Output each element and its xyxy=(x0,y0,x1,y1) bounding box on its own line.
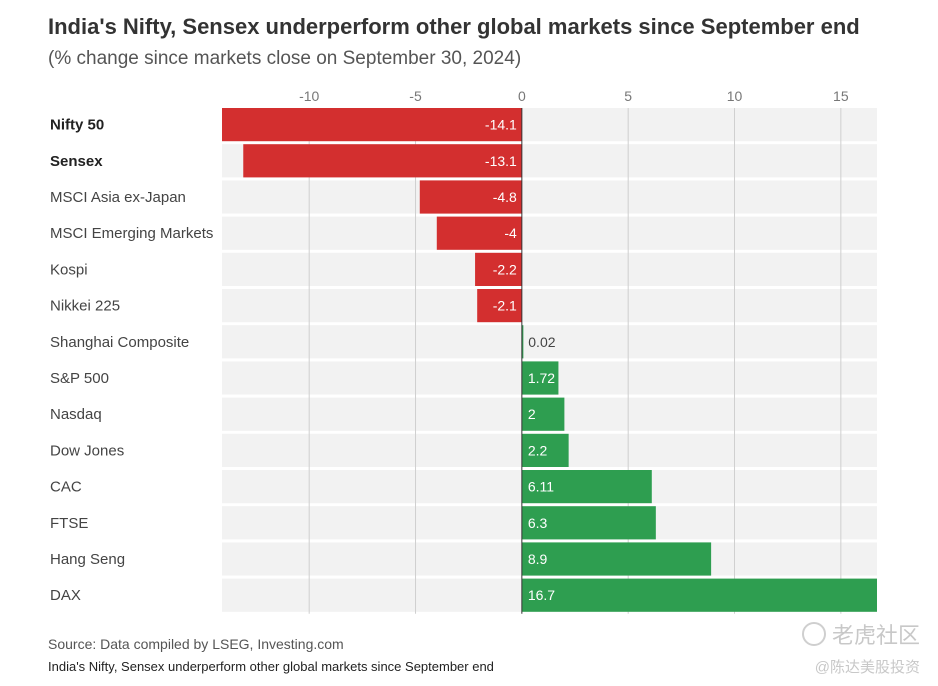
category-label: Hang Seng xyxy=(50,551,125,568)
category-label: Dow Jones xyxy=(50,442,124,459)
x-tick-label: 10 xyxy=(727,88,743,104)
watermark: 老虎社区 xyxy=(801,618,920,650)
watermark-handle: @陈达美股投资 xyxy=(814,659,920,676)
category-label: Sensex xyxy=(50,153,103,170)
value-label: 2.2 xyxy=(528,442,548,458)
x-tick-label: 5 xyxy=(624,88,632,104)
row-background xyxy=(222,180,877,214)
bar xyxy=(521,542,712,576)
category-label: CAC xyxy=(50,479,82,496)
bar xyxy=(521,397,565,431)
category-label: Nasdaq xyxy=(50,406,102,423)
value-label: 8.9 xyxy=(528,551,548,567)
category-label: MSCI Asia ex-Japan xyxy=(50,189,186,206)
category-label: Nifty 50 xyxy=(50,117,104,134)
category-label: Nikkei 225 xyxy=(50,298,120,315)
category-label: Shanghai Composite xyxy=(50,334,189,351)
source-note: Source: Data compiled by LSEG, Investing… xyxy=(48,636,344,652)
watermark-text: 老虎社区 xyxy=(831,623,920,648)
value-label: 6.3 xyxy=(528,515,548,531)
value-label: -13.1 xyxy=(485,153,517,169)
category-label: FTSE xyxy=(50,515,88,532)
value-label: 2 xyxy=(528,406,536,422)
value-label: -2.1 xyxy=(493,298,517,314)
category-label: Kospi xyxy=(50,261,88,278)
bar xyxy=(222,108,522,142)
bar xyxy=(475,252,522,286)
bar xyxy=(419,180,522,214)
tiger-logo-icon xyxy=(801,622,826,646)
value-label: -14.1 xyxy=(485,117,517,133)
value-label: 1.72 xyxy=(528,370,555,386)
bar xyxy=(521,470,652,504)
category-label: DAX xyxy=(50,587,81,604)
bar xyxy=(477,289,522,323)
value-label: -4 xyxy=(504,225,517,241)
category-label: MSCI Emerging Markets xyxy=(50,225,213,242)
value-label: -2.2 xyxy=(493,261,517,277)
chart-subtitle: (% change since markets close on Septemb… xyxy=(48,48,522,69)
chart-title: India's Nifty, Sensex underperform other… xyxy=(48,14,860,39)
bar xyxy=(521,361,559,395)
row-background xyxy=(222,252,877,286)
value-label: 16.7 xyxy=(528,587,555,603)
bar xyxy=(521,325,524,359)
bar xyxy=(436,216,522,250)
category-label: S&P 500 xyxy=(50,370,109,387)
footer-caption: India's Nifty, Sensex underperform other… xyxy=(48,659,494,674)
bar xyxy=(521,578,877,612)
row-background xyxy=(222,289,877,323)
x-tick-label: 15 xyxy=(833,88,849,104)
bar xyxy=(243,144,522,178)
row-background xyxy=(222,216,877,250)
row-background xyxy=(222,325,877,359)
value-label: -4.8 xyxy=(493,189,517,205)
value-label: 0.02 xyxy=(528,334,555,350)
x-tick-label: 0 xyxy=(518,88,526,104)
bar xyxy=(521,433,569,467)
x-tick-label: -5 xyxy=(409,88,422,104)
value-label: 6.11 xyxy=(528,479,554,495)
x-tick-label: -10 xyxy=(299,88,319,104)
bar xyxy=(521,506,656,540)
